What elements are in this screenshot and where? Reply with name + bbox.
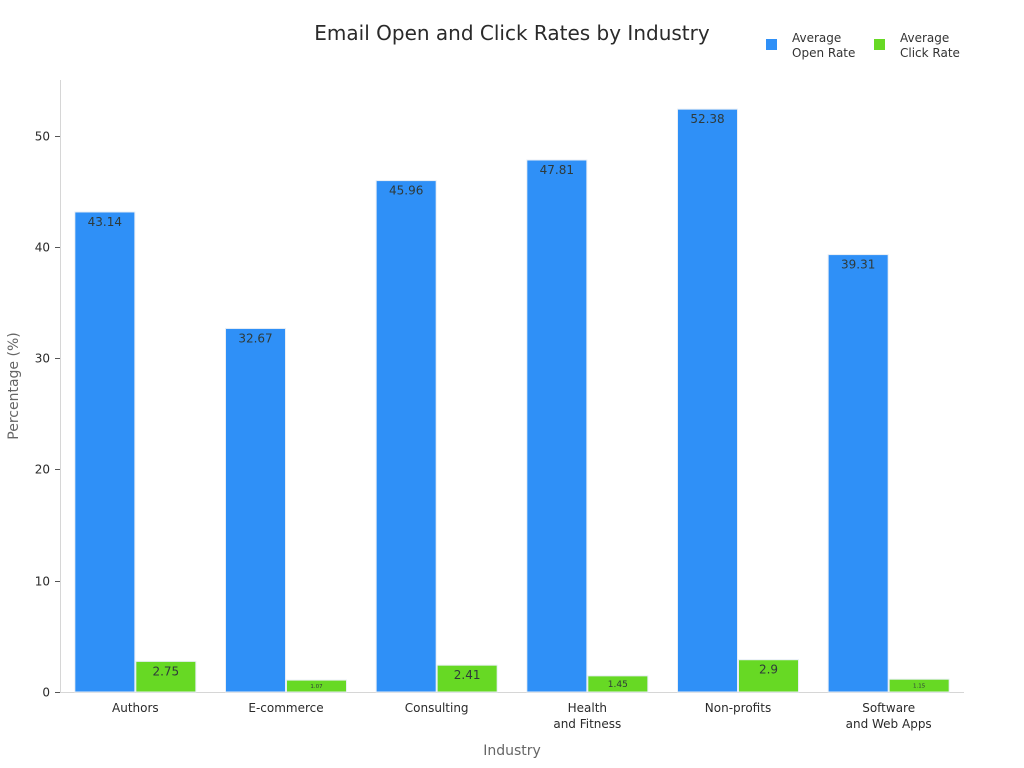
bar-average-click-rate-software-and-web-apps	[888, 678, 950, 693]
bar-average-open-rate-software-and-web-apps	[827, 254, 889, 693]
y-tick-label: 50	[35, 130, 50, 144]
x-tick-label-line: and Fitness	[553, 717, 621, 731]
data-label-average-open-rate-health-and-fitness: 47.81	[540, 163, 574, 177]
y-tick-label: 20	[35, 463, 50, 477]
x-tick-label-e-commerce: E-commerce	[248, 701, 323, 715]
x-tick-label-consulting: Consulting	[405, 701, 469, 715]
data-label-average-open-rate-consulting: 45.96	[389, 184, 423, 198]
legend-label-click-rate-line-2: Click Rate	[900, 46, 960, 60]
data-label-average-click-rate-consulting: 2.41	[454, 668, 481, 682]
x-tick-label-line: Non-profits	[705, 701, 771, 715]
x-tick-label-line: Consulting	[405, 701, 469, 715]
y-tick-label: 10	[35, 575, 50, 589]
legend-swatch-open-rate	[766, 39, 777, 50]
bar-average-click-rate-non-profits	[738, 659, 799, 693]
bar-average-click-rate-e-commerce	[286, 679, 347, 693]
bar-average-open-rate-non-profits	[677, 108, 738, 693]
data-label-average-click-rate-non-profits: 2.9	[759, 663, 778, 677]
bar-average-click-rate-authors	[135, 660, 197, 693]
y-tick-label: 40	[35, 241, 50, 255]
y-axis-ticks: 0 10 20 30 40 50	[35, 130, 60, 700]
chart-title: Email Open and Click Rates by Industry	[314, 21, 710, 45]
y-axis-title: Percentage (%)	[6, 332, 22, 439]
x-axis-title: Industry	[483, 743, 541, 759]
x-tick-label-line: Authors	[112, 701, 159, 715]
y-tick-label: 30	[35, 352, 50, 366]
data-label-average-click-rate-health-and-fitness: 1.45	[608, 680, 628, 690]
bar-average-open-rate-health-and-fitness	[526, 159, 588, 693]
y-tick-label: 0	[42, 686, 50, 700]
x-tick-label-line: and Web Apps	[846, 717, 932, 731]
legend-label-click-rate-line-1: Average	[900, 31, 949, 45]
legend-swatch-click-rate	[874, 39, 885, 50]
x-tick-label-line: Software	[862, 701, 915, 715]
data-label-average-click-rate-authors: 2.75	[152, 664, 179, 678]
legend-label-click-rate: Average Click Rate	[900, 31, 960, 60]
x-tick-label-line: Health	[568, 701, 607, 715]
bar-average-open-rate-authors	[74, 211, 136, 693]
axes	[60, 80, 964, 693]
data-label-average-open-rate-e-commerce: 32.67	[238, 331, 272, 345]
bar-average-click-rate-consulting	[436, 664, 498, 693]
data-label-average-open-rate-non-profits: 52.38	[690, 112, 724, 126]
bar-average-open-rate-consulting	[375, 180, 437, 693]
data-label-average-open-rate-software-and-web-apps: 39.31	[841, 258, 875, 272]
legend-label-open-rate-line-1: Average	[792, 31, 841, 45]
x-tick-label-line: E-commerce	[248, 701, 323, 715]
bar-average-open-rate-e-commerce	[225, 327, 286, 693]
data-label-average-click-rate-e-commerce: 1.07	[310, 684, 323, 690]
x-tick-label-health-and-fitness: Health and Fitness	[553, 701, 621, 731]
x-tick-label-authors: Authors	[112, 701, 159, 715]
legend-label-open-rate-line-2: Open Rate	[792, 46, 855, 60]
data-label-average-click-rate-software-and-web-apps: 1.15	[913, 684, 926, 690]
bar-average-click-rate-health-and-fitness	[587, 675, 649, 693]
x-axis-ticks: Authors E-commerce Consulting Health and Fit…	[112, 701, 932, 731]
x-tick-label-software-and-web-apps: Software and Web Apps	[846, 701, 932, 731]
data-label-average-open-rate-authors: 43.14	[88, 215, 122, 229]
legend: Average Open Rate Average Click Rate	[766, 31, 960, 60]
x-tick-label-non-profits: Non-profits	[705, 701, 771, 715]
legend-label-open-rate: Average Open Rate	[792, 31, 855, 60]
bars: 43.14 2.75 32.67 1.07 45.96 2.41 47.81 1.45 52.3…	[74, 108, 950, 693]
